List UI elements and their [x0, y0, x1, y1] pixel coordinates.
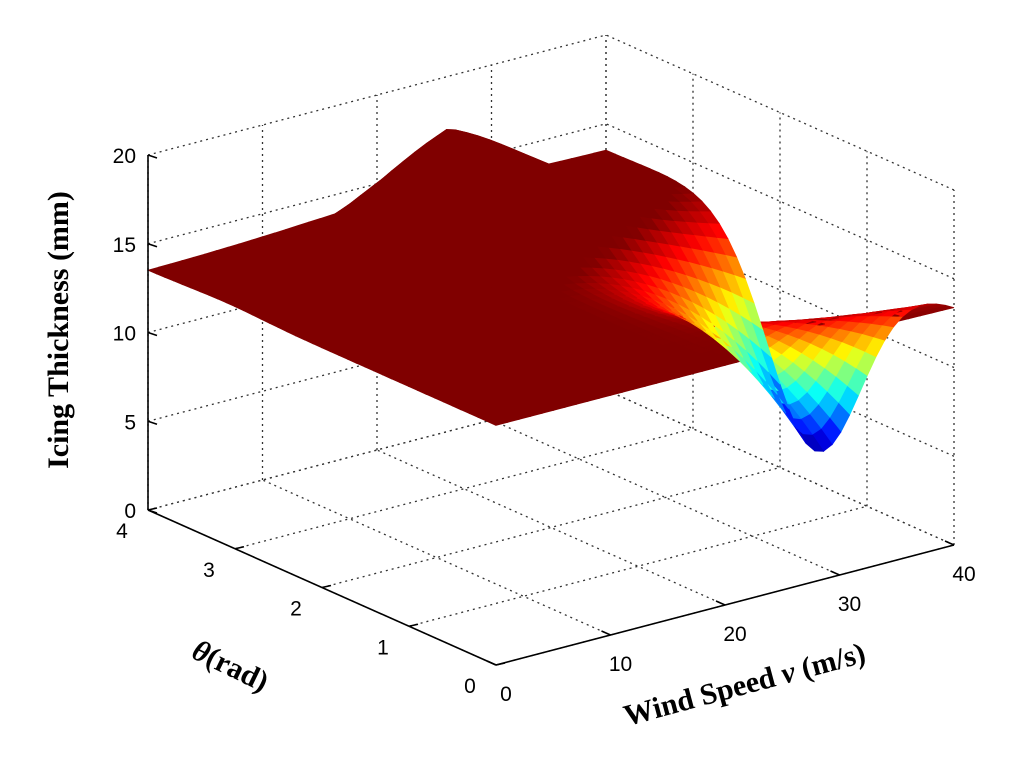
z-tick-mark — [147, 242, 158, 248]
z-tick-mark — [147, 331, 158, 337]
z-tick-mark — [147, 509, 158, 514]
surface-plot — [146, 129, 955, 452]
y-tick-mark — [495, 662, 506, 666]
x-tick-mark — [830, 570, 840, 576]
z-tick-mark — [147, 420, 158, 426]
z-tick-label: 10 — [113, 323, 136, 346]
back-wall-grid-line — [147, 123, 607, 245]
floor-grid-line — [321, 466, 781, 589]
grid-lines — [147, 34, 955, 666]
x-tick-mark — [486, 660, 497, 666]
x-tick-mark — [601, 630, 611, 636]
x-tick-label: 30 — [838, 593, 861, 616]
back-wall-grid-line — [147, 211, 607, 334]
z-tick-label: 20 — [113, 145, 136, 168]
y-tick-label: 2 — [290, 598, 302, 621]
y-tick-label: 3 — [203, 559, 215, 582]
x-tick-label: 10 — [609, 653, 632, 676]
y-tick-label: 4 — [116, 520, 128, 543]
z-tick-label: 0 — [124, 500, 136, 523]
y-tick-mark — [321, 584, 332, 589]
y-tick-label: 0 — [464, 675, 476, 698]
back-wall-grid-line — [147, 389, 607, 511]
y-tick-mark — [408, 623, 419, 628]
back-wall-grid-line — [147, 300, 607, 422]
y-tick-label: 1 — [377, 636, 389, 659]
x-axis-label: Wind Speed v (m/s) — [620, 637, 869, 733]
x-tick-label: 0 — [500, 683, 512, 706]
y-axis-label-unit: (rad) — [201, 640, 274, 698]
z-tick-mark — [147, 154, 158, 159]
floor-grid-line — [408, 505, 868, 627]
y-axis-label: θ(rad) — [187, 634, 274, 699]
z-axis-label: Icing Thickness (mm) — [42, 191, 75, 469]
floor-grid-line — [262, 479, 611, 636]
floor-grid-line — [376, 449, 726, 606]
back-wall-grid-line — [147, 34, 607, 156]
z-tick-label: 5 — [124, 411, 136, 434]
axes — [147, 154, 955, 666]
x-axis-label-prefix: Wind Speed — [620, 659, 786, 733]
floor-grid-line — [234, 428, 694, 550]
x-tick-label: 40 — [952, 563, 975, 586]
x-tick-label: 20 — [723, 623, 746, 646]
surface-patch — [146, 266, 170, 275]
x-tick-mark — [944, 540, 955, 546]
x-tick-mark — [715, 600, 726, 606]
y-tick-mark — [234, 545, 245, 550]
x-axis-label-unit: (m/s) — [790, 637, 869, 688]
z-tick-label: 15 — [113, 234, 136, 257]
